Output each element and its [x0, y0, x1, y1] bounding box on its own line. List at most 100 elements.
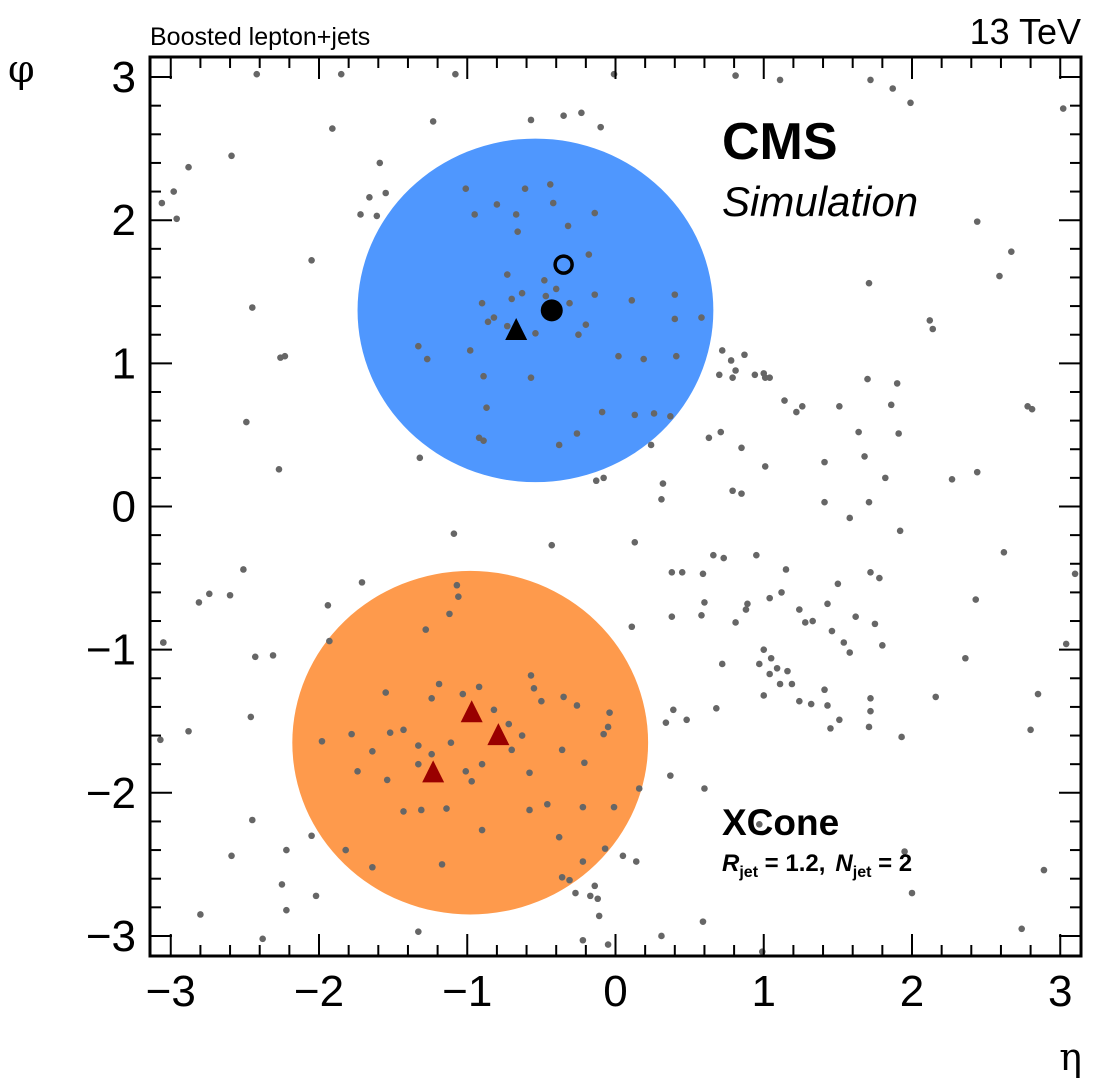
y-tick-label: −3: [86, 912, 136, 961]
particle-point: [566, 299, 573, 307]
particle-point: [776, 76, 784, 84]
particle-point: [668, 569, 676, 576]
particle-point: [508, 746, 516, 754]
particle-point: [573, 702, 581, 709]
particle-point: [670, 706, 677, 714]
particle-point: [478, 760, 486, 768]
particle-point: [867, 707, 874, 715]
particle-point: [635, 785, 643, 792]
particle-point: [846, 514, 854, 522]
particle-point: [926, 317, 934, 324]
particle-point: [324, 601, 332, 609]
particle-point: [601, 845, 609, 852]
triangle-marker: [422, 760, 445, 783]
particle-point: [548, 541, 556, 549]
particle-point: [1071, 570, 1079, 578]
markers: [422, 254, 574, 783]
particle-point: [756, 820, 763, 828]
particle-point: [185, 163, 192, 171]
particle-point: [422, 626, 430, 633]
simulation-label: Simulation: [722, 178, 918, 225]
particle-point: [415, 760, 422, 768]
particle-point: [415, 342, 422, 350]
particle-point: [579, 803, 587, 811]
particle-point: [615, 352, 622, 360]
x-tick-label: 3: [1048, 967, 1072, 1016]
particle-point: [846, 649, 854, 656]
particle-point: [382, 689, 390, 696]
particle-point: [1000, 549, 1008, 556]
particle-point: [549, 199, 557, 207]
particle-point: [699, 570, 707, 578]
particle-point: [824, 600, 831, 608]
particle-point: [462, 185, 470, 193]
particle-point: [667, 772, 674, 779]
particle-point: [701, 785, 708, 792]
particle-point: [867, 569, 874, 576]
particle-point: [865, 723, 873, 731]
particle-point: [828, 627, 836, 635]
particle-point: [308, 832, 315, 840]
particle-point: [658, 496, 665, 503]
particle-point: [895, 430, 902, 437]
y-tick-label: 2: [112, 196, 136, 245]
particle-point: [226, 591, 234, 599]
particle-point: [766, 374, 773, 381]
particle-point: [205, 590, 213, 598]
particle-point: [248, 304, 256, 311]
triangle-marker: [460, 700, 483, 723]
particle-point: [526, 769, 533, 777]
y-tick-label: 0: [112, 483, 136, 532]
algorithm-label: XCone: [722, 802, 839, 843]
particle-point: [713, 705, 720, 712]
particle-point: [701, 599, 708, 606]
particle-point: [383, 776, 391, 784]
x-tick-label: 2: [900, 967, 924, 1016]
particle-point: [348, 730, 355, 738]
particle-point: [855, 428, 862, 436]
x-tick-label: −2: [294, 967, 344, 1016]
particle-point: [582, 321, 590, 328]
particle-point: [592, 477, 600, 485]
particle-point: [253, 70, 261, 78]
particle-point: [455, 593, 462, 600]
particle-point: [761, 463, 769, 470]
particle-point: [581, 759, 588, 767]
particle-point: [821, 686, 828, 694]
particle-point: [896, 527, 904, 535]
particle-point: [591, 209, 599, 217]
particle-point: [248, 816, 256, 824]
particle-point: [452, 70, 459, 78]
particle-point: [698, 314, 705, 321]
particle-point: [879, 642, 886, 649]
jet-parameters: Rjet = 1.2, Njet = 2: [722, 850, 912, 881]
particle-point: [867, 76, 874, 84]
particle-point: [1034, 690, 1042, 698]
particle-point: [518, 732, 526, 739]
particle-point: [1027, 726, 1034, 734]
y-tick-label: −1: [86, 626, 136, 675]
particle-point: [718, 347, 726, 354]
particle-point: [503, 322, 511, 330]
particle-point: [619, 852, 627, 860]
particle-point: [778, 589, 785, 596]
particle-point: [435, 680, 443, 688]
particle-point: [632, 858, 640, 865]
particle-point: [318, 737, 326, 745]
particle-point: [478, 826, 486, 834]
y-tick-label: 3: [112, 53, 136, 102]
particle-point: [741, 351, 748, 359]
particles: [157, 70, 1079, 956]
particle-point: [462, 768, 470, 775]
particle-point: [329, 125, 336, 132]
particle-point: [508, 295, 516, 303]
particle-point: [658, 932, 665, 940]
x-tick-label: −3: [146, 967, 196, 1016]
particle-point: [158, 199, 166, 207]
y-tick-label: 1: [112, 339, 136, 388]
particle-point: [283, 846, 290, 854]
particle-point: [555, 441, 563, 449]
particle-point: [597, 123, 604, 131]
particle-point: [228, 152, 235, 160]
